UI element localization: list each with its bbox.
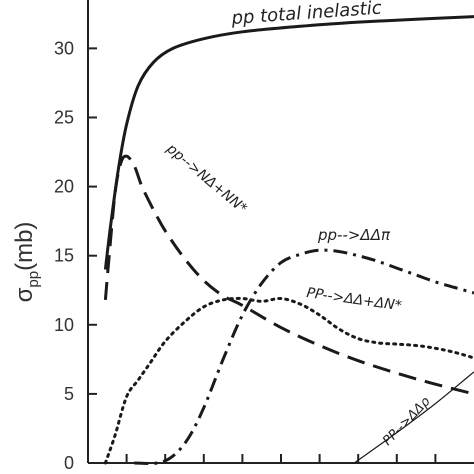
series-line-3 bbox=[103, 296, 474, 465]
y-tick-label: 0 bbox=[64, 453, 74, 473]
y-axis-label: σpp(mb) bbox=[11, 222, 42, 303]
y-axis-label-main: σ bbox=[11, 287, 38, 302]
label-n-delta: pp-->NΔ+NN* bbox=[163, 140, 250, 217]
y-axis-label-sub: pp bbox=[25, 271, 42, 288]
label-delta-delta-rho: PP-->ΔΔρ bbox=[380, 394, 434, 449]
y-tick-label: 30 bbox=[54, 38, 74, 58]
label-delta-delta-pi: pp-->ΔΔπ bbox=[317, 226, 391, 244]
y-tick-label: 5 bbox=[64, 384, 74, 404]
label-delta-delta-n: PP-->ΔΔ+ΔN* bbox=[305, 285, 402, 314]
y-tick-label: 15 bbox=[54, 246, 74, 266]
series-line-4 bbox=[353, 371, 474, 464]
y-tick-label: 20 bbox=[54, 177, 74, 197]
series-layer bbox=[103, 15, 474, 466]
y-tick-label: 25 bbox=[54, 107, 74, 127]
y-ticks: 0 5 10 15 20 25 30 bbox=[54, 38, 97, 473]
series-line-2 bbox=[134, 248, 474, 466]
y-axis-label-unit: (mb) bbox=[11, 222, 38, 271]
series-line-1 bbox=[103, 154, 474, 396]
series-line-0 bbox=[103, 15, 474, 270]
y-tick-label: 10 bbox=[54, 315, 74, 335]
